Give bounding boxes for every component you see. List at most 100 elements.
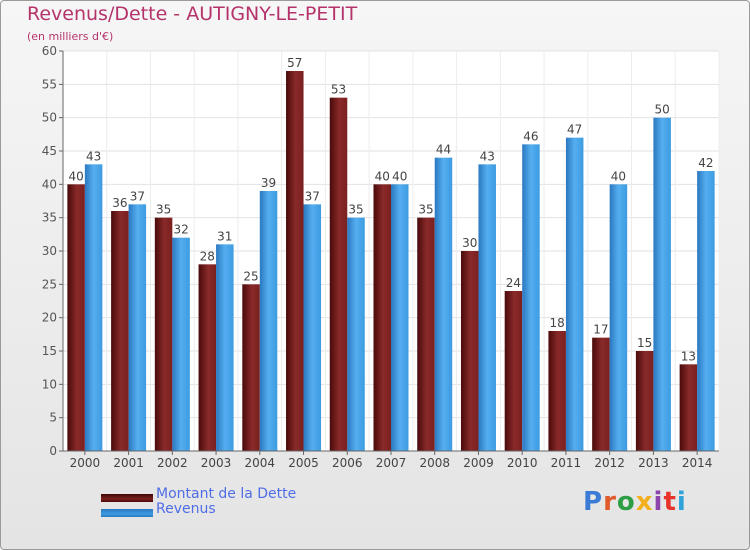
data-label-dette: 28 (200, 249, 215, 263)
y-tick-label: 20 (42, 311, 57, 325)
y-tick-label: 55 (42, 77, 57, 91)
bar-revenus (434, 157, 453, 451)
data-label-dette: 35 (418, 203, 433, 217)
bar-dette (286, 71, 304, 451)
data-label-dette: 36 (112, 196, 127, 210)
y-tick-label: 25 (42, 277, 57, 291)
bar-dette (592, 337, 610, 451)
bar-revenus (259, 191, 278, 451)
bar-dette (548, 331, 566, 451)
x-tick-label: 2000 (70, 456, 101, 470)
bar-revenus (565, 137, 584, 451)
data-label-dette: 53 (331, 83, 346, 97)
bar-dette (154, 217, 173, 451)
logo-letter: x (635, 487, 654, 517)
chart-title: Revenus/Dette - AUTIGNY-LE-PETIT (27, 3, 358, 25)
bar-dette (373, 184, 391, 452)
data-label-revenus: 32 (173, 223, 188, 237)
bar-dette (504, 291, 523, 451)
data-label-revenus: 43 (480, 149, 495, 163)
y-tick-label: 15 (42, 344, 57, 358)
chart-subtitle: (en milliers d'€) (27, 30, 114, 43)
data-label-revenus: 31 (217, 229, 232, 243)
logo-letter: t (663, 487, 677, 517)
data-label-revenus: 50 (655, 103, 670, 117)
bar-revenus (522, 144, 540, 452)
x-tick-label: 2005 (288, 456, 319, 470)
data-label-dette: 30 (462, 236, 477, 250)
bar-dette (460, 251, 479, 451)
data-label-dette: 35 (156, 203, 171, 217)
bar-dette (198, 264, 217, 451)
logo-letter: r (603, 487, 617, 517)
legend-label-dette: Montant de la Dette (156, 486, 297, 502)
data-label-revenus: 37 (305, 189, 320, 203)
data-label-dette: 18 (550, 316, 565, 330)
data-label-revenus: 35 (348, 203, 363, 217)
bar-dette (329, 97, 348, 452)
proxiti-logo: Proxiti (583, 487, 687, 517)
legend-swatch-dette (101, 494, 153, 502)
y-tick-label: 45 (42, 144, 57, 158)
data-label-revenus: 40 (611, 169, 626, 183)
x-tick-label: 2006 (332, 456, 363, 470)
data-label-revenus: 44 (436, 143, 451, 157)
data-label-revenus: 43 (86, 149, 101, 163)
y-tick-label: 0 (49, 444, 57, 458)
legend-label-revenus: Revenus (156, 501, 216, 517)
bar-revenus (172, 237, 190, 451)
data-label-dette: 24 (506, 276, 521, 290)
data-label-revenus: 39 (261, 176, 276, 190)
x-tick-label: 2008 (419, 456, 450, 470)
logo-letter: P (583, 487, 604, 517)
x-tick-label: 2014 (682, 456, 713, 470)
bar-revenus (478, 164, 496, 452)
bar-revenus (391, 184, 409, 452)
data-label-dette: 25 (243, 269, 258, 283)
data-label-dette: 15 (637, 336, 652, 350)
bar-revenus (653, 117, 671, 452)
logo-letter: o (616, 487, 636, 517)
bar-dette (635, 351, 654, 451)
data-label-revenus: 37 (130, 189, 145, 203)
data-label-revenus: 42 (698, 156, 713, 170)
x-tick-label: 2003 (201, 456, 232, 470)
data-label-revenus: 47 (567, 123, 582, 137)
x-tick-label: 2010 (507, 456, 538, 470)
logo-letter: i (653, 487, 664, 517)
y-tick-label: 35 (42, 211, 57, 225)
y-tick-label: 40 (42, 177, 57, 191)
x-tick-label: 2002 (157, 456, 188, 470)
data-label-dette: 13 (681, 349, 696, 363)
x-tick-label: 2001 (113, 456, 144, 470)
x-tick-label: 2012 (594, 456, 625, 470)
bar-dette (242, 284, 260, 451)
x-tick-label: 2009 (463, 456, 494, 470)
bar-dette (111, 211, 129, 451)
x-tick-label: 2011 (551, 456, 582, 470)
bar-revenus (216, 244, 234, 451)
y-tick-label: 5 (49, 411, 57, 425)
data-label-dette: 40 (68, 169, 83, 183)
data-label-revenus: 46 (523, 129, 538, 143)
data-label-dette: 17 (593, 323, 608, 337)
bar-revenus (609, 184, 628, 452)
y-tick-label: 30 (42, 244, 57, 258)
legend-swatch-revenus (101, 509, 153, 517)
x-tick-label: 2013 (638, 456, 669, 470)
bar-revenus (347, 217, 365, 451)
bar-dette (417, 217, 435, 451)
y-tick-label: 10 (42, 377, 57, 391)
x-tick-label: 2007 (376, 456, 407, 470)
bar-dette (679, 364, 698, 451)
y-tick-label: 50 (42, 111, 57, 125)
bar-revenus (128, 204, 147, 451)
x-tick-label: 2004 (245, 456, 276, 470)
bar-revenus (84, 164, 103, 452)
bar-revenus (303, 204, 322, 451)
data-label-dette: 40 (375, 169, 390, 183)
logo-letter: i (676, 487, 687, 517)
data-label-revenus: 40 (392, 169, 407, 183)
